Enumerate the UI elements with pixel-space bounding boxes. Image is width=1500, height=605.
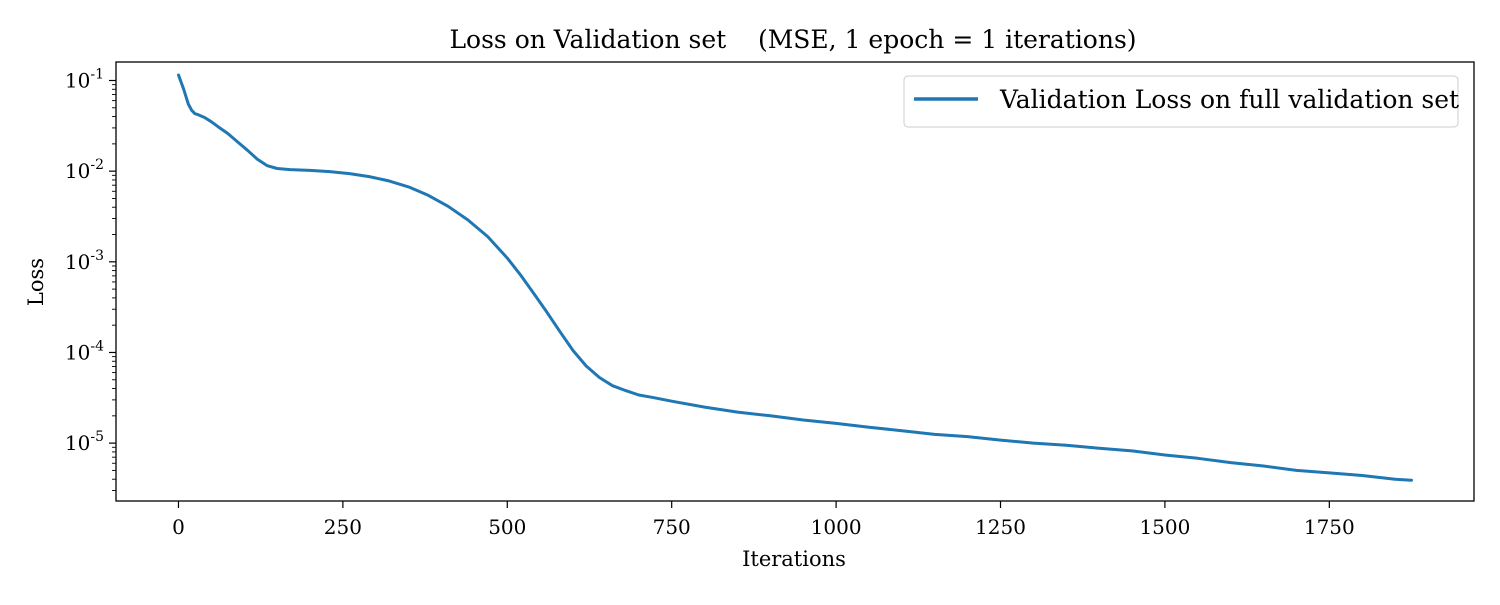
legend-box bbox=[903, 75, 1459, 128]
legend-series-label: Validation Loss on full validation set bbox=[999, 85, 1459, 114]
x-tick-label: 1250 bbox=[975, 515, 1026, 539]
x-tick-label: 1000 bbox=[811, 515, 862, 539]
x-tick-label: 250 bbox=[324, 515, 362, 539]
x-tick-label: 750 bbox=[653, 515, 691, 539]
x-tick-label: 500 bbox=[488, 515, 526, 539]
y-tick-label: 10-4 bbox=[65, 338, 104, 364]
axes-layer: 0 250 500 750 1000 1250 1500 1750 10-1 10-2 10-3 10… bbox=[65, 61, 1475, 539]
y-tick-label: 10-1 bbox=[65, 67, 104, 93]
y-tick-label: 10-5 bbox=[65, 429, 104, 455]
legend: Validation Loss on full validation set bbox=[903, 75, 1459, 128]
x-tick-label: 1500 bbox=[1139, 515, 1190, 539]
series-line-0 bbox=[177, 73, 1413, 482]
y-tick-label: 10-2 bbox=[65, 157, 104, 183]
y-tick-label: 10-3 bbox=[65, 248, 104, 274]
x-tick-label: 1750 bbox=[1304, 515, 1355, 539]
y-axis-label: Loss bbox=[24, 258, 48, 306]
x-tick-label: 0 bbox=[172, 515, 185, 539]
x-axis-label: Iterations bbox=[742, 547, 846, 571]
series-layer bbox=[177, 73, 1413, 482]
chart-title: Loss on Validation set (MSE, 1 epoch = 1… bbox=[449, 25, 1136, 54]
